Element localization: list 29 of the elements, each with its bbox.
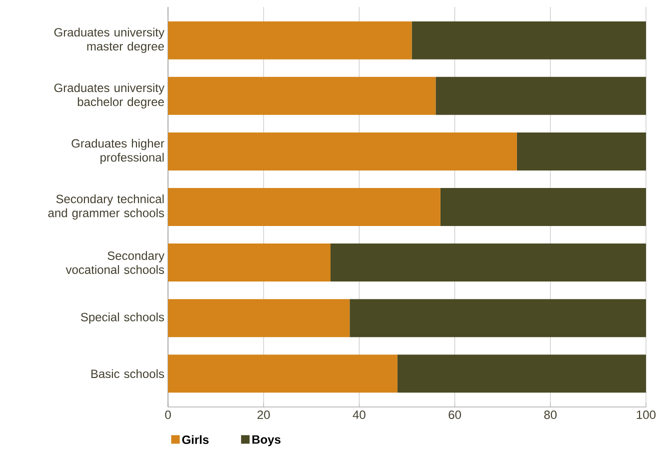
bar	[168, 244, 331, 282]
bar	[516, 132, 646, 170]
x-tick-label: 40	[352, 410, 366, 420]
y-tick-label: Special schools	[80, 312, 164, 324]
legend-label: Girls	[182, 435, 209, 444]
bar	[168, 188, 440, 226]
bar	[397, 354, 646, 393]
bar	[330, 244, 646, 282]
x-tick-label: 0	[165, 410, 171, 420]
bar	[350, 299, 646, 338]
y-tick-label: Basic schools	[91, 369, 164, 378]
y-tick-label: Secondary vocational schools	[66, 251, 164, 274]
bar	[168, 132, 517, 170]
legend-label: Boys	[252, 435, 280, 446]
y-tick-label: Graduates higher professional	[72, 138, 164, 164]
bar	[440, 188, 646, 226]
bar	[168, 354, 398, 393]
y-tick-label: Secondary technical and grammer schools	[48, 194, 164, 220]
x-tick-label: 20	[258, 410, 270, 420]
y-tick-label: Graduates university master degree	[54, 28, 164, 53]
x-tick-label: 60	[448, 410, 462, 420]
bar	[168, 76, 436, 115]
bar	[168, 299, 350, 338]
bar	[412, 21, 646, 60]
bar	[168, 21, 412, 60]
y-tick-label: Graduates university bachelor degree	[54, 83, 164, 108]
bar	[436, 76, 646, 115]
x-tick-label: 80	[544, 410, 557, 420]
x-tick-label: 100	[636, 410, 656, 420]
